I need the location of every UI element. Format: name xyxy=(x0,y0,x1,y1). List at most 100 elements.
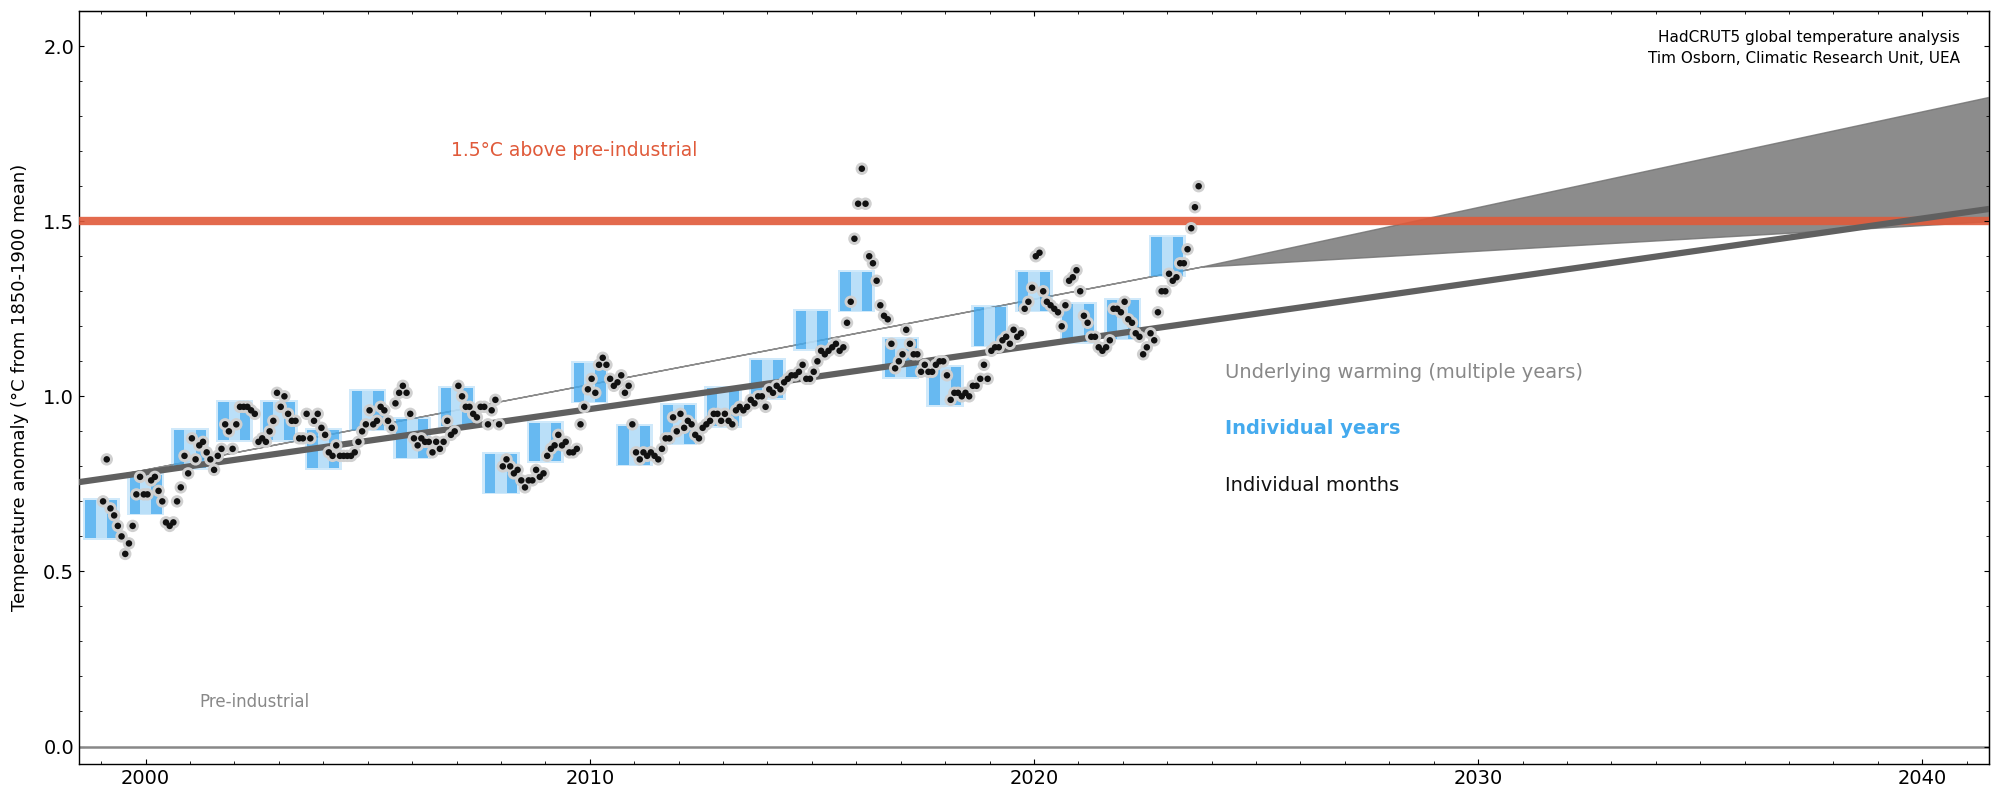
Point xyxy=(434,428,466,441)
Point xyxy=(1102,302,1134,315)
Point xyxy=(150,516,182,529)
Point xyxy=(868,309,900,322)
Bar xyxy=(1106,300,1138,339)
Point xyxy=(228,400,260,413)
Point xyxy=(324,450,356,463)
Point xyxy=(412,435,444,448)
Bar xyxy=(616,424,652,467)
Point xyxy=(190,446,222,459)
Point xyxy=(246,432,278,445)
Point xyxy=(954,390,986,403)
Point xyxy=(1142,306,1174,319)
Bar xyxy=(984,307,996,345)
Point xyxy=(898,348,930,360)
Point xyxy=(806,344,838,357)
Point xyxy=(664,407,696,420)
Point xyxy=(768,376,800,388)
Bar xyxy=(438,386,476,427)
Bar xyxy=(396,419,428,458)
Point xyxy=(376,421,408,434)
Bar xyxy=(896,339,906,377)
Point xyxy=(806,344,838,357)
Point xyxy=(216,443,248,455)
Point xyxy=(720,404,752,417)
Point xyxy=(558,446,590,459)
Point xyxy=(468,400,500,413)
Point xyxy=(1176,222,1208,235)
Point xyxy=(816,341,848,354)
Bar xyxy=(970,305,1008,348)
Point xyxy=(908,359,940,372)
Point xyxy=(158,516,190,529)
Point xyxy=(464,400,496,413)
Point xyxy=(1016,281,1048,294)
Point xyxy=(1142,306,1174,319)
Point xyxy=(716,418,748,431)
Point xyxy=(1130,341,1162,354)
Point xyxy=(724,400,756,413)
Point xyxy=(372,415,404,427)
Point xyxy=(338,446,370,459)
Point xyxy=(580,387,612,400)
Point xyxy=(794,372,826,385)
Point xyxy=(594,372,626,385)
Point xyxy=(690,418,722,431)
Point xyxy=(968,359,1000,372)
Point xyxy=(668,421,700,434)
Point xyxy=(594,372,626,385)
Point xyxy=(1002,331,1034,344)
Point xyxy=(386,380,418,392)
Point xyxy=(964,372,996,385)
Point xyxy=(1012,296,1044,308)
Point xyxy=(934,393,966,406)
Point xyxy=(658,411,690,423)
Point xyxy=(576,372,608,385)
Point xyxy=(538,439,570,451)
Point xyxy=(498,467,530,479)
Point xyxy=(1146,285,1178,298)
Point xyxy=(628,446,660,459)
Point xyxy=(590,359,622,372)
Point xyxy=(864,299,896,312)
Point xyxy=(1154,268,1186,280)
Bar xyxy=(940,367,950,405)
Point xyxy=(146,495,178,508)
Point xyxy=(328,450,360,463)
Bar xyxy=(708,388,740,426)
Point xyxy=(120,488,152,501)
Point xyxy=(1072,316,1104,329)
Point xyxy=(894,337,926,350)
Point xyxy=(846,162,878,175)
Point xyxy=(572,383,604,396)
Point xyxy=(490,453,522,466)
Point xyxy=(850,197,882,210)
Point xyxy=(464,400,496,413)
Point xyxy=(598,380,630,392)
Point xyxy=(834,296,866,308)
Point xyxy=(942,387,974,400)
Point xyxy=(346,425,378,438)
Point xyxy=(1098,302,1130,315)
Bar xyxy=(794,308,830,351)
Bar xyxy=(930,367,962,405)
Point xyxy=(772,372,804,385)
Point xyxy=(694,415,726,427)
Point xyxy=(1104,306,1136,319)
Point xyxy=(386,380,418,392)
Bar xyxy=(718,388,728,426)
Point xyxy=(216,443,248,455)
Point xyxy=(620,446,652,459)
Point xyxy=(584,359,616,372)
Point xyxy=(298,415,330,427)
Point xyxy=(698,407,730,420)
Point xyxy=(746,390,778,403)
Point xyxy=(190,446,222,459)
Point xyxy=(872,313,904,326)
Point xyxy=(860,274,892,287)
Point xyxy=(750,400,782,413)
Point xyxy=(660,425,692,438)
Point xyxy=(902,348,934,360)
Point xyxy=(368,404,400,417)
Point xyxy=(680,428,712,441)
Point xyxy=(338,446,370,459)
